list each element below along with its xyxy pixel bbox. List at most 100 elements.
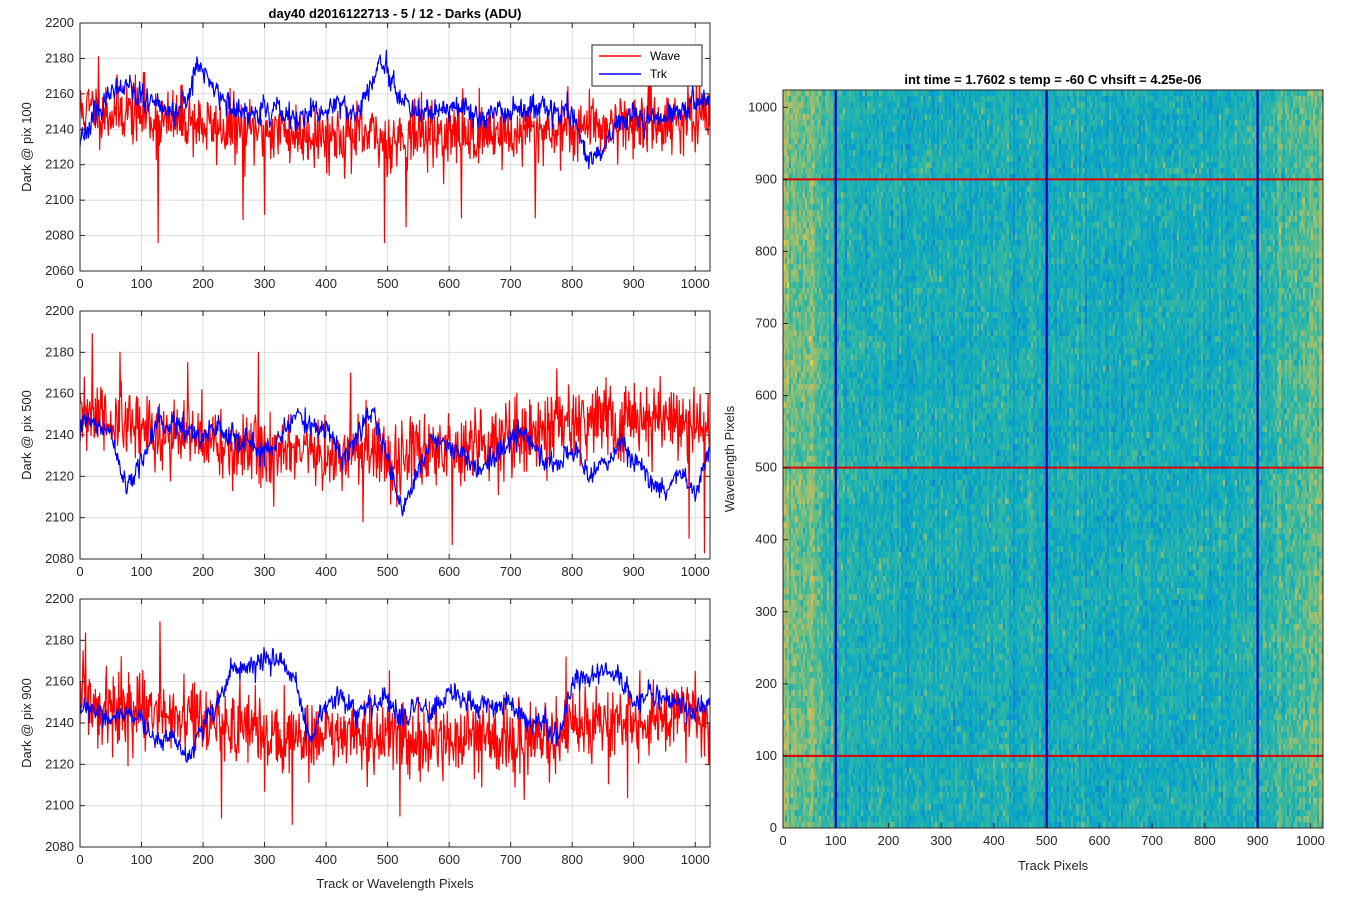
heatmap-cell — [1039, 126, 1042, 133]
heatmap-cell — [1087, 114, 1090, 121]
heatmap-cell — [1125, 90, 1128, 97]
heatmap-cell — [841, 96, 844, 103]
heatmap-cell — [971, 102, 974, 109]
heatmap-cell — [1225, 108, 1228, 115]
heatmap-cell — [795, 120, 798, 127]
heatmap-cell — [917, 90, 920, 97]
heatmap-cell — [853, 102, 856, 109]
heatmap-cell — [1065, 114, 1068, 121]
heatmap-cell — [911, 114, 914, 121]
heatmap-cell — [861, 102, 864, 109]
x-tick-label: 600 — [438, 852, 460, 867]
heatmap-cell — [1289, 120, 1292, 127]
heatmap-cell — [867, 132, 870, 139]
heatmap-cell — [1187, 108, 1190, 115]
heatmap-cell — [1093, 108, 1096, 115]
heatmap-cell — [977, 96, 980, 103]
heatmap-cell — [1195, 96, 1198, 103]
heatmap-cell — [1159, 96, 1162, 103]
heatmap-cell — [1243, 108, 1246, 115]
heatmap-cell — [1227, 90, 1230, 97]
heatmap-cell — [1297, 126, 1300, 133]
heatmap-cell — [889, 132, 892, 139]
heatmap-cell — [1017, 102, 1020, 109]
heatmap-cell — [1103, 108, 1106, 115]
heatmap-cell — [1091, 114, 1094, 121]
heatmap-cell — [871, 132, 874, 139]
heatmap-cell — [973, 102, 976, 109]
heatmap-cell — [1037, 96, 1040, 103]
heatmap-cell — [1187, 120, 1190, 127]
heatmap-cell — [1031, 120, 1034, 127]
heatmap-cell — [789, 108, 792, 115]
heatmap-cell — [925, 90, 928, 97]
heatmap-cell — [1259, 126, 1262, 133]
heatmap-cell — [1087, 108, 1090, 115]
x-tick-label: 200 — [192, 564, 214, 579]
heatmap-cell — [1099, 102, 1102, 109]
heatmap-cell — [933, 108, 936, 115]
heatmap-cell — [807, 132, 810, 139]
heatmap-cell — [1033, 114, 1036, 121]
heatmap-cell — [1063, 126, 1066, 133]
heatmap-cell — [793, 114, 796, 121]
heatmap-cell — [1115, 102, 1118, 109]
heatmap-cell — [1139, 102, 1142, 109]
heatmap-cell — [1273, 120, 1276, 127]
heatmap-cell — [1209, 126, 1212, 133]
heatmap-cell — [1289, 90, 1292, 97]
heatmap-cell — [1121, 114, 1124, 121]
heatmap-cell — [933, 96, 936, 103]
heatmap-cell — [859, 126, 862, 133]
heatmap-cell — [1163, 114, 1166, 121]
heatmap-cell — [909, 102, 912, 109]
heatmap-cell — [1209, 90, 1212, 97]
heatmap-cell — [855, 114, 858, 121]
heatmap-cell — [929, 102, 932, 109]
heatmap-cell — [1223, 132, 1226, 139]
heatmap-cell — [1305, 108, 1308, 115]
heatmap-cell — [1029, 120, 1032, 127]
heatmap-cell — [927, 90, 930, 97]
heatmap-cell — [1001, 114, 1004, 121]
heatmap-cell — [1255, 120, 1258, 127]
heatmap-cell — [1053, 126, 1056, 133]
heatmap-cell — [845, 120, 848, 127]
heatmap-cell — [1245, 90, 1248, 97]
heatmap-cell — [927, 120, 930, 127]
heatmap-cell — [995, 114, 998, 121]
heatmap-cell — [1131, 132, 1134, 139]
heatmap-cell — [923, 108, 926, 115]
heatmap-cell — [999, 96, 1002, 103]
heatmap-cell — [815, 108, 818, 115]
heatmap-cell — [897, 90, 900, 97]
heatmap-cell — [1043, 132, 1046, 139]
heatmap-cell — [785, 120, 788, 127]
heatmap-cell — [919, 114, 922, 121]
heatmap-cell — [1001, 96, 1004, 103]
heatmap-cell — [991, 126, 994, 133]
heatmap-cell — [1181, 96, 1184, 103]
heatmap-cell — [1057, 132, 1060, 139]
heatmap-cell — [1109, 102, 1112, 109]
heatmap-cell — [917, 96, 920, 103]
heatmap-cell — [1089, 90, 1092, 97]
heatmap-cell — [945, 120, 948, 127]
heatmap-cell — [1061, 102, 1064, 109]
heatmap-plot: 0 100 200 300 400 500 600 700 800 900 100001002003… — [722, 72, 1325, 873]
heatmap-cell — [883, 114, 886, 121]
heatmap-cell — [1043, 108, 1046, 115]
heatmap-cell — [1199, 120, 1202, 127]
heatmap-cell — [921, 96, 924, 103]
heatmap-cell — [1275, 102, 1278, 109]
heatmap-cell — [1147, 126, 1150, 133]
heatmap-cell — [1169, 120, 1172, 127]
heatmap-cell — [929, 90, 932, 97]
heatmap-cell — [813, 102, 816, 109]
heatmap-cell — [1119, 114, 1122, 121]
heatmap-cell — [809, 108, 812, 115]
heatmap-cell — [1017, 114, 1020, 121]
heatmap-cell — [1135, 108, 1138, 115]
heatmap-cell — [1247, 114, 1250, 121]
heatmap-cell — [1085, 108, 1088, 115]
